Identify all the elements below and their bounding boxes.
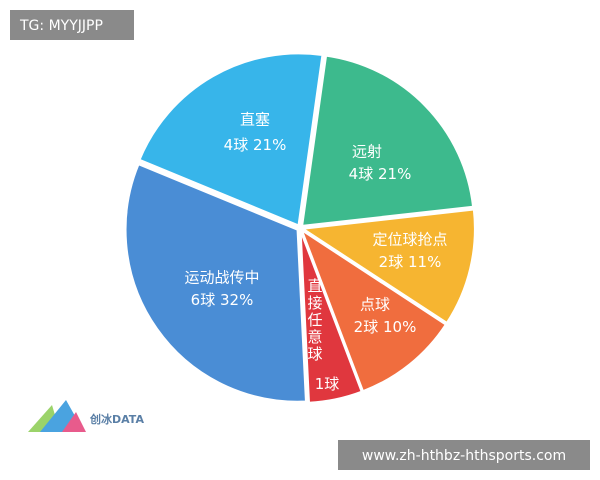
slice-name: 运动战传中: [184, 269, 259, 287]
slice-value: 2球 11%: [379, 253, 442, 271]
goal-label: 4球: [349, 165, 374, 183]
goal-label: 2球: [379, 253, 404, 271]
pie-slice: [138, 52, 324, 227]
slice-name: 直塞: [240, 111, 270, 129]
watermark-bottom: www.zh-hthbz-hthsports.com: [362, 448, 566, 464]
pie: 远射 4球 21% 定位球抢点 2球 11% 点球 2球 10% 直接任意球 1球 运动战传中 6…: [124, 52, 476, 404]
slice-value: 2球 10%: [354, 318, 417, 336]
slice-value: 4球 21%: [224, 136, 287, 154]
watermark-box: [10, 10, 134, 40]
value-label: 10%: [383, 318, 416, 336]
value-label: 21%: [378, 165, 411, 183]
slice-name: 直接任意球: [306, 278, 324, 363]
goal-label: 6球: [191, 291, 216, 309]
slice-value: 1球: [315, 375, 340, 393]
goal-label: 4球: [224, 136, 249, 154]
slice-value: 6球 32%: [191, 291, 254, 309]
slice-name: 点球: [360, 296, 390, 314]
goal-label: 2球: [354, 318, 379, 336]
slice-name: 远射: [352, 143, 382, 161]
goal-label: 1球: [315, 375, 340, 393]
value-label: 21%: [253, 136, 286, 154]
value-label: 11%: [408, 253, 441, 271]
pie-slice: [299, 230, 363, 404]
watermark-box: [338, 440, 590, 470]
value-label: 32%: [220, 291, 253, 309]
pie-slice: [300, 208, 476, 325]
pie-slice: [300, 54, 475, 228]
logo: 创冰DATA: [28, 400, 144, 432]
pie-slice: [124, 162, 307, 403]
pie-slice: [299, 227, 448, 393]
watermark-top: TG: MYYJJPP: [19, 18, 103, 34]
slice-value: 4球 21%: [349, 165, 412, 183]
logo-text: 创冰DATA: [89, 412, 144, 426]
slice-name: 定位球抢点: [372, 231, 447, 249]
